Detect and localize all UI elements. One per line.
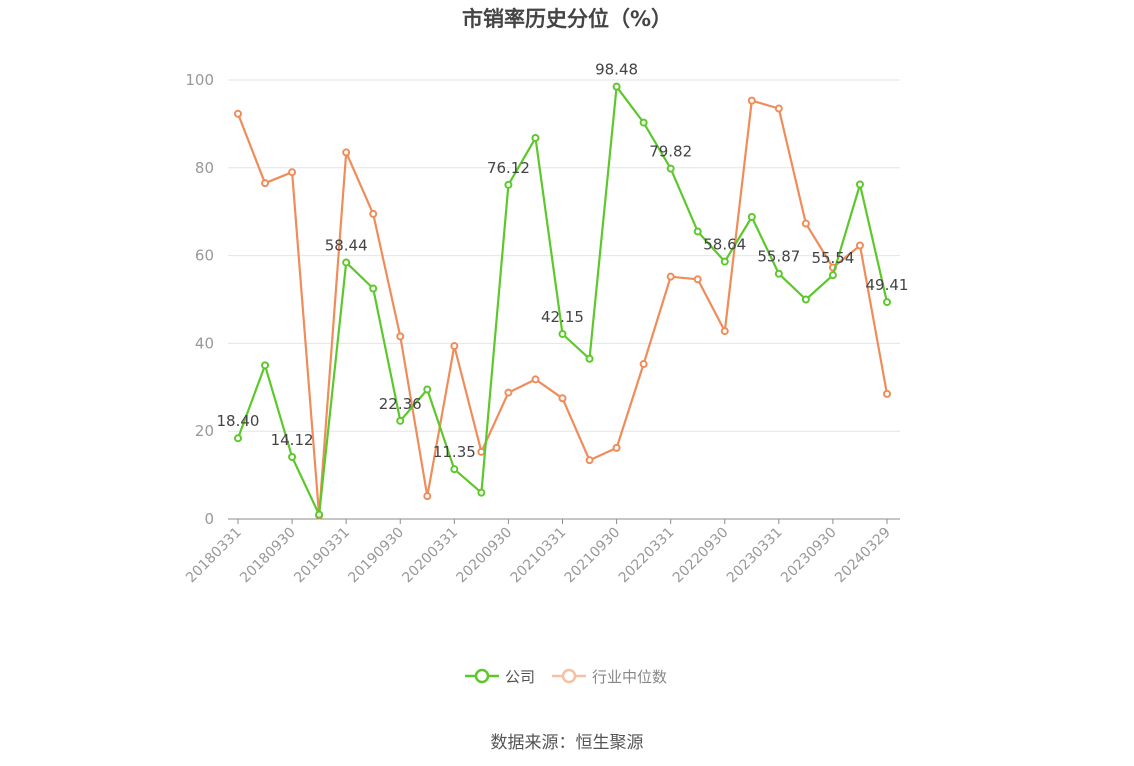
data-point[interactable] xyxy=(234,109,242,118)
data-point[interactable] xyxy=(450,465,459,474)
x-tick-label: 20180331 xyxy=(183,525,245,587)
data-point[interactable] xyxy=(612,82,621,91)
data-label: 18.40 xyxy=(217,412,260,430)
data-label: 79.82 xyxy=(649,143,692,161)
data-point[interactable] xyxy=(369,284,378,293)
data-point[interactable] xyxy=(801,219,810,228)
data-point[interactable] xyxy=(288,453,297,462)
data-point[interactable] xyxy=(585,354,594,363)
data-label: 58.64 xyxy=(703,236,746,254)
data-point[interactable] xyxy=(801,295,810,304)
data-point[interactable] xyxy=(828,271,837,280)
data-point[interactable] xyxy=(342,258,351,267)
data-point[interactable] xyxy=(612,443,621,452)
data-label: 98.48 xyxy=(595,61,638,79)
gridlines xyxy=(228,79,900,432)
data-point[interactable] xyxy=(261,361,270,370)
legend-marker xyxy=(561,668,577,684)
y-tick-label: 0 xyxy=(204,510,214,528)
data-point[interactable] xyxy=(477,447,486,456)
data-point[interactable] xyxy=(477,488,486,497)
x-tick-label: 20210930 xyxy=(562,525,624,587)
data-point[interactable] xyxy=(504,388,513,397)
x-tick-label: 20220930 xyxy=(670,525,732,587)
chart-title: 市销率历史分位（%） xyxy=(462,7,672,31)
x-tick-label: 20180930 xyxy=(237,525,299,587)
data-label: 11.35 xyxy=(433,443,476,461)
y-tick-label: 60 xyxy=(195,247,214,265)
data-point[interactable] xyxy=(315,510,324,519)
data-label: 14.12 xyxy=(271,431,314,449)
data-point[interactable] xyxy=(396,332,405,341)
data-point[interactable] xyxy=(531,375,540,384)
y-tick-label: 100 xyxy=(185,71,214,89)
x-tick-label: 20240329 xyxy=(832,525,894,587)
x-tick-label: 20190331 xyxy=(291,525,353,587)
data-point[interactable] xyxy=(585,456,594,465)
data-point[interactable] xyxy=(531,133,540,142)
data-point[interactable] xyxy=(883,389,891,398)
data-point[interactable] xyxy=(883,298,891,307)
legend-label: 行业中位数 xyxy=(592,668,667,686)
data-point[interactable] xyxy=(342,148,351,157)
data-point[interactable] xyxy=(774,269,783,278)
data-point[interactable] xyxy=(855,180,864,189)
data-point[interactable] xyxy=(234,434,242,443)
axes: 0 20 40 60 80 100 2018033120180930201903312019… xyxy=(183,71,900,586)
x-tick-label: 20220331 xyxy=(616,525,678,587)
data-label: 58.44 xyxy=(325,236,368,254)
legend-item[interactable]: 行业中位数 xyxy=(552,668,667,686)
data-label: 55.54 xyxy=(811,249,854,267)
data-point[interactable] xyxy=(693,227,702,236)
data-point[interactable] xyxy=(396,416,405,425)
x-tick-label: 20190930 xyxy=(345,525,407,587)
legend-label: 公司 xyxy=(505,668,535,686)
data-point[interactable] xyxy=(693,275,702,284)
data-point[interactable] xyxy=(423,385,432,394)
x-tick-label: 20200930 xyxy=(454,525,516,587)
data-point[interactable] xyxy=(774,104,783,113)
x-tick-label: 20210331 xyxy=(508,525,570,587)
data-point[interactable] xyxy=(423,492,432,501)
y-tick-label: 80 xyxy=(195,159,214,177)
data-point[interactable] xyxy=(504,180,513,189)
x-tick-label: 20230930 xyxy=(778,525,840,587)
data-point[interactable] xyxy=(639,360,648,369)
data-point[interactable] xyxy=(666,164,675,173)
data-point[interactable] xyxy=(261,179,270,188)
data-point[interactable] xyxy=(558,394,567,403)
legend-marker xyxy=(474,668,490,684)
legend[interactable]: 公司 行业中位数 xyxy=(465,668,667,686)
data-point[interactable] xyxy=(666,272,675,281)
data-label: 76.12 xyxy=(487,159,530,177)
data-label: 42.15 xyxy=(541,308,584,326)
y-tick-label: 20 xyxy=(195,422,214,440)
x-tick-label: 20230331 xyxy=(724,525,786,587)
data-point[interactable] xyxy=(558,329,567,338)
data-point[interactable] xyxy=(288,168,297,177)
data-label: 55.87 xyxy=(757,248,800,266)
data-labels: 18.40 14.12 58.44 22.36 11.35 76.12 42.15 98.48… xyxy=(217,61,909,462)
data-point[interactable] xyxy=(369,209,378,218)
data-label: 49.41 xyxy=(866,276,909,294)
data-label: 22.36 xyxy=(379,395,422,413)
x-tick-label: 20200331 xyxy=(399,525,461,587)
data-source-note: 数据来源：恒生聚源 xyxy=(491,733,644,753)
y-tick-label: 40 xyxy=(195,334,214,352)
data-point[interactable] xyxy=(747,212,756,221)
data-point[interactable] xyxy=(639,118,648,127)
data-point[interactable] xyxy=(855,241,864,250)
data-point[interactable] xyxy=(720,327,729,336)
legend-item[interactable]: 公司 xyxy=(465,668,535,686)
data-point[interactable] xyxy=(450,342,459,351)
series-layer xyxy=(234,82,891,520)
data-point[interactable] xyxy=(720,257,729,266)
data-point[interactable] xyxy=(747,96,756,105)
